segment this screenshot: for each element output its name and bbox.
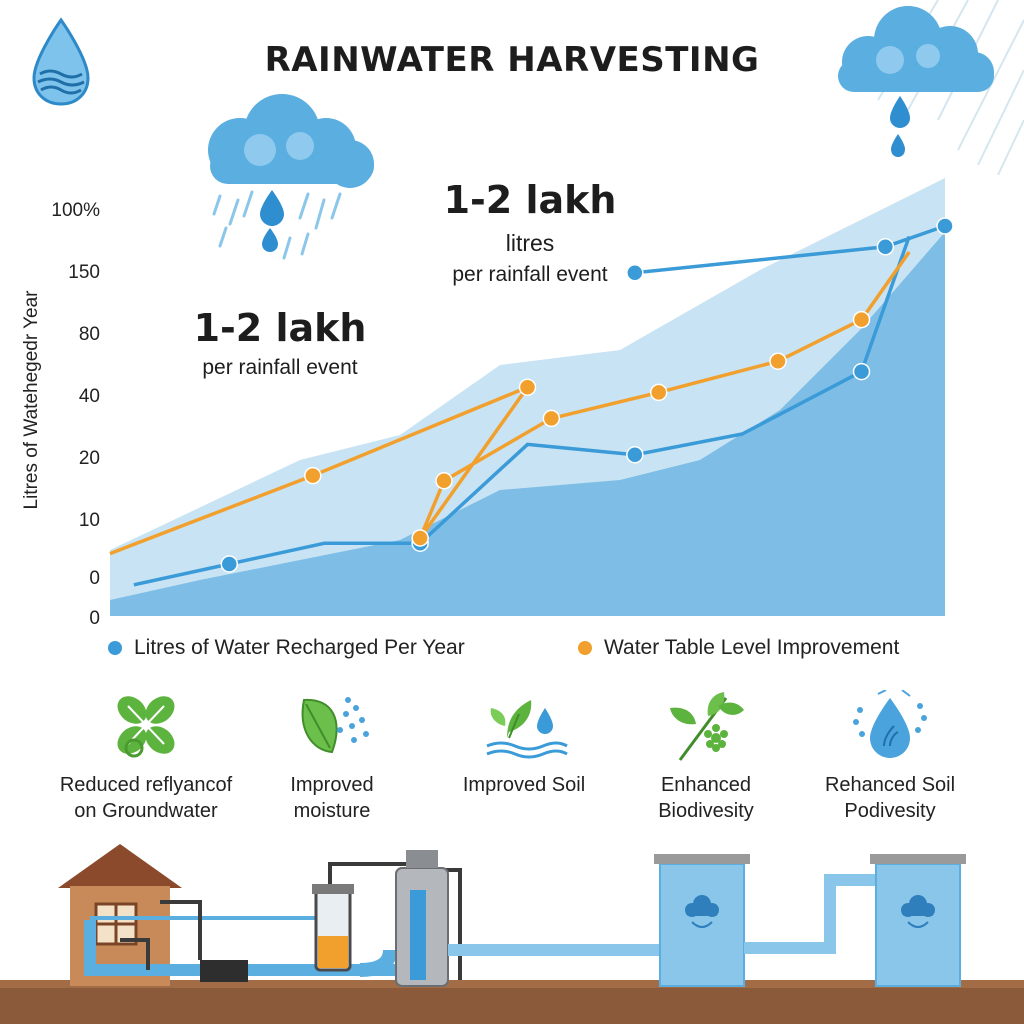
- callout-left-line1: per rainfall event: [202, 356, 358, 379]
- chart-legend: Litres of Water Recharged Per Year Water…: [0, 636, 1024, 666]
- callout-left: 1-2 lakh per rainfall event: [160, 306, 400, 380]
- benefit-soil: Improved Soil: [424, 690, 624, 798]
- benefit-moisture: Improved moisture: [232, 690, 432, 824]
- y-tick-label: 0: [89, 608, 100, 629]
- data-point-0-5: [626, 446, 644, 464]
- data-point-2-2: [518, 378, 537, 396]
- benefit-biodiversity-line1: Enhanced: [660, 774, 752, 796]
- y-tick-label: 40: [78, 386, 100, 407]
- y-tick-label: 10: [78, 510, 100, 531]
- data-point-2-8: [852, 310, 871, 329]
- branch-flower-icon: [670, 692, 744, 761]
- legend-dot-orange: [578, 641, 592, 655]
- callout-left-value: 1-2 lakh: [193, 306, 367, 350]
- legend-item-water-table: Water Table Level Improvement: [578, 636, 899, 660]
- callout-top-line2: per rainfall event: [452, 263, 608, 286]
- y-tick-label: 80: [78, 324, 100, 345]
- data-point-1-0: [626, 264, 644, 282]
- rain-cloud-icon: [208, 94, 374, 260]
- callout-top-value: 1-2 lakh: [443, 178, 617, 222]
- legend-label-recharge: Litres of Water Recharged Per Year: [134, 636, 465, 659]
- series-line-2: [109, 250, 911, 556]
- legend-item-recharge: Litres of Water Recharged Per Year: [108, 636, 465, 660]
- data-point-2-7: [769, 352, 787, 370]
- chart-area: [0, 160, 1024, 640]
- benefit-groundwater: Reduced reflyancof on Groundwater: [46, 690, 246, 824]
- data-point-2-5: [542, 409, 561, 428]
- benefit-groundwater-line1: Reduced reflyancof: [59, 774, 233, 796]
- data-point-2-6: [649, 383, 668, 402]
- data-point-2-1: [304, 466, 322, 485]
- y-tick-label: 20: [78, 448, 100, 469]
- data-point-2-3: [411, 529, 429, 547]
- y-tick-label: 150: [68, 262, 100, 283]
- data-point-1-2: [936, 217, 954, 235]
- page-title: RAINWATER HARVESTING: [264, 40, 760, 80]
- water-drop-logo-icon: [32, 17, 90, 106]
- area-dark: [110, 232, 945, 616]
- series-line-0: [133, 235, 911, 587]
- sprout-water-icon: [486, 700, 568, 759]
- benefit-biodiversity-line2: Biodivesity: [658, 800, 754, 822]
- callout-top: 1-2 lakh litres per rainfall event: [400, 178, 660, 287]
- legend-dot-blue: [108, 641, 122, 655]
- rain-cloud-right-icon: [838, 0, 1024, 175]
- benefit-soil-diversity: Rehanced Soil Podivesity: [790, 690, 990, 824]
- line-chart: [109, 178, 954, 616]
- y-tick-label: 0: [89, 568, 100, 589]
- benefit-soil-line1: Improved Soil: [462, 774, 586, 796]
- data-point-0-1: [220, 555, 239, 573]
- four-leaf-icon: [117, 696, 175, 758]
- data-point-2-4: [435, 472, 453, 490]
- y-tick-label: 100%: [51, 200, 100, 221]
- data-point-1-1: [876, 238, 895, 256]
- benefit-biodiversity: Enhanced Biodivesity: [606, 690, 806, 824]
- legend-label-water-table: Water Table Level Improvement: [604, 636, 900, 659]
- callout-top-line1: litres: [505, 230, 555, 256]
- harvesting-system-illustration: [0, 844, 1024, 1024]
- benefit-moisture-line2: moisture: [293, 800, 371, 822]
- leaf-drops-icon: [301, 697, 369, 754]
- data-point-0-7: [852, 362, 871, 381]
- benefit-soil-diversity-line2: Podivesity: [844, 800, 936, 822]
- benefit-moisture-line1: Improved: [290, 774, 374, 796]
- benefit-soil-diversity-line1: Rehanced Soil: [824, 774, 956, 796]
- water-drop-icon: [853, 690, 927, 758]
- benefit-groundwater-line2: on Groundwater: [74, 800, 218, 822]
